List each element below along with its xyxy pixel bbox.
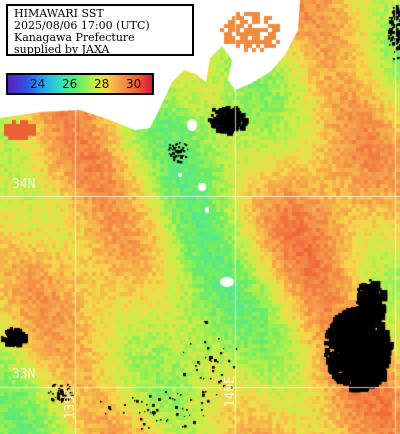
longitude-label-140e: 140E — [223, 376, 238, 408]
longitude-label-139e: 139E — [63, 388, 78, 420]
legend-label-30: 30 — [126, 77, 142, 91]
latitude-label-34n: 34N — [12, 177, 36, 192]
info-box: HIMAWARI SST 2025/08/06 17:00 (UTC) Kana… — [6, 4, 194, 56]
info-supplier: supplied by JAXA — [14, 44, 110, 56]
color-scale-legend: 24 26 28 30 — [6, 73, 154, 95]
latitude-label-33n: 33N — [12, 367, 36, 382]
info-region: Kanagawa Prefecture — [14, 32, 135, 44]
info-title: HIMAWARI SST — [14, 8, 104, 20]
legend-label-24: 24 — [30, 77, 46, 91]
legend-label-28: 28 — [94, 77, 110, 91]
info-datetime: 2025/08/06 17:00 (UTC) — [14, 20, 150, 32]
legend-label-26: 26 — [62, 77, 78, 91]
